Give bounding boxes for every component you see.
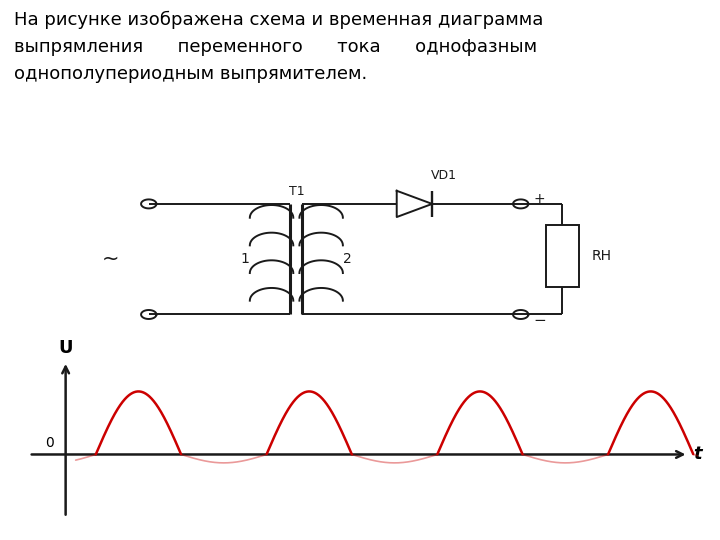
- Text: 0: 0: [45, 436, 54, 450]
- Text: T1: T1: [289, 185, 304, 198]
- Text: 1: 1: [240, 252, 249, 266]
- Text: На рисунке изображена схема и временная диаграмма
выпрямления      переменного  : На рисунке изображена схема и временная …: [14, 11, 544, 83]
- Text: t: t: [693, 446, 702, 463]
- Text: ~: ~: [102, 249, 119, 269]
- Text: −: −: [534, 313, 546, 328]
- Text: 2: 2: [343, 252, 352, 266]
- Bar: [546, 225, 579, 287]
- Text: U: U: [58, 339, 73, 357]
- Text: VD1: VD1: [431, 169, 457, 182]
- Text: +: +: [534, 192, 545, 206]
- Text: RН: RН: [592, 249, 611, 263]
